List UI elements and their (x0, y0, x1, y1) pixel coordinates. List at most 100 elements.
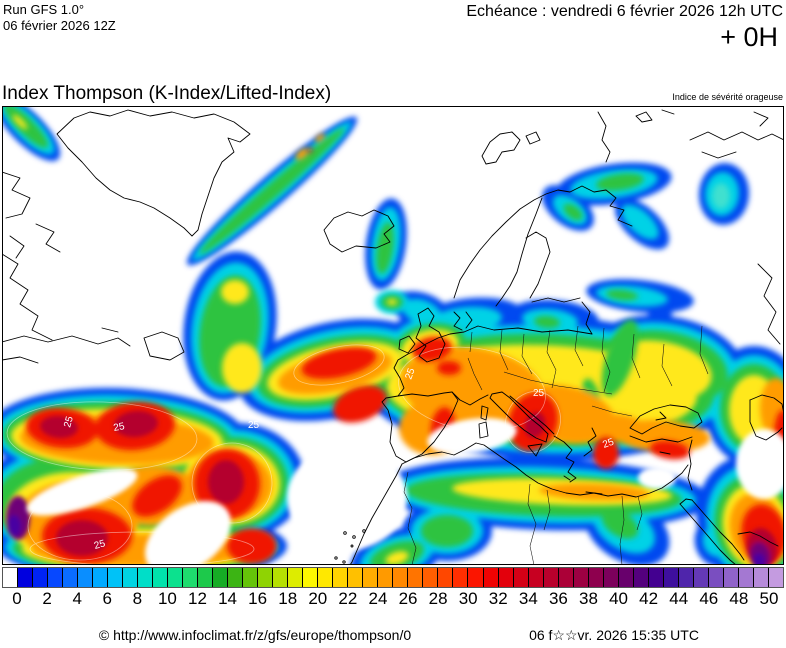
colorbar-cell (138, 568, 154, 587)
colorbar-cell (723, 568, 739, 587)
colorbar-tick-label: 12 (188, 589, 207, 608)
colorbar-cell (513, 568, 529, 587)
map-border (2, 106, 784, 565)
colorbar-cell (213, 568, 229, 587)
colorbar-cell (318, 568, 334, 587)
colorbar-cell (618, 568, 634, 587)
colorbar-tick-label: 14 (218, 589, 238, 608)
colorbar-tick-label: 46 (699, 589, 719, 608)
colorbar-tick-label: 22 (338, 589, 358, 608)
colorbar-cell (678, 568, 694, 587)
small-islands (334, 529, 366, 564)
contour-value-label: 25 (93, 538, 107, 552)
contour-value-label: 25 (248, 420, 260, 431)
colorbar-cell (753, 568, 769, 587)
run-model-label: Run GFS 1.0° (3, 2, 85, 17)
colorbar-tick-label: 16 (248, 589, 268, 608)
colorbar-cell (78, 568, 94, 587)
colorbar-cell (123, 568, 139, 587)
colorbar-cell (303, 568, 319, 587)
colorbar-tick-label: 28 (428, 589, 448, 608)
echeance-label: Echéance : vendredi 6 février 2026 12h U… (466, 3, 783, 20)
colorbar-tick-label: 32 (488, 589, 508, 608)
map-subtitle: Indice de sévérité orageuse (672, 92, 783, 102)
colorbar-cell (378, 568, 394, 587)
colorbar-cell (348, 568, 364, 587)
colorbar-cell (708, 568, 724, 587)
colorbar-cell (108, 568, 124, 587)
colorbar-cell (693, 568, 709, 587)
coastlines (2, 109, 784, 565)
run-date-label: 06 février 2026 12Z (3, 18, 116, 33)
generation-datetime-label: 06 f☆☆vr. 2026 15:35 UTC (529, 627, 699, 643)
colorbar-cell (18, 568, 34, 587)
colorbar-tick-label: 42 (639, 589, 659, 608)
colorbar-cell (453, 568, 469, 587)
colorbar-cell (48, 568, 64, 587)
colorbar-tick-label: 24 (368, 589, 388, 608)
colorbar-cell (393, 568, 409, 587)
colorbar-tick-label: 30 (458, 589, 478, 608)
colorbar-cell (93, 568, 109, 587)
colorbar-tick-label: 10 (157, 589, 177, 608)
colorbar-cell (423, 568, 439, 587)
contour-hint-lines (6, 344, 561, 565)
colorbar-cell (663, 568, 679, 587)
colorbar-cell (483, 568, 499, 587)
colorbar-cell (333, 568, 349, 587)
colorbar-tick-label: 40 (609, 589, 629, 608)
colorbar-cell (768, 568, 783, 587)
contour-value-label: 25 (113, 421, 126, 434)
colorbar-tick-label: 20 (308, 589, 328, 608)
colorbar-cell (168, 568, 184, 587)
colorbar-tick-label: 48 (729, 589, 749, 608)
colorbar-tick-label: 44 (669, 589, 689, 608)
colorbar-tick-label: 6 (102, 589, 112, 608)
colorbar-ticks: 0 2 4 6 8 10 12 14 16 18 20 22 24 26 28 30 32 34 36 38 40 42 4… (2, 589, 784, 611)
colorbar-cell (363, 568, 379, 587)
colorbar-cell (243, 568, 259, 587)
contour-value-label: 25 (403, 366, 417, 381)
color-field-darkred-purple (6, 410, 778, 565)
colorbar-tick-label: 0 (12, 589, 22, 608)
colorbar-tick-label: 34 (518, 589, 538, 608)
colorbar-cell (558, 568, 574, 587)
colorbar-cell (603, 568, 619, 587)
run-info: Run GFS 1.0° 06 février 2026 12Z (3, 2, 116, 34)
colorbar-tick-label: 26 (398, 589, 418, 608)
contour-value-label: 25 (601, 437, 616, 451)
colorbar-tick-label: 18 (278, 589, 298, 608)
colorbar-cell (228, 568, 244, 587)
colorbar-cell (543, 568, 559, 587)
colorbar-cell (528, 568, 544, 587)
contour-labels: 25 25 25 25 25 25 25 (62, 366, 616, 551)
colorbar (2, 567, 784, 588)
colorbar-tick-label: 4 (72, 589, 82, 608)
colorbar-tick-label: 2 (42, 589, 52, 608)
colorbar-cell (633, 568, 649, 587)
contour-value-label: 25 (62, 415, 76, 429)
colorbar-cell (3, 568, 19, 587)
colorbar-cell (468, 568, 484, 587)
colorbar-cell (738, 568, 754, 587)
colorbar-cell (573, 568, 589, 587)
forecast-step-label: + 0H (720, 22, 778, 52)
colorbar-cell (198, 568, 214, 587)
contour-value-label: 25 (533, 388, 545, 399)
colorbar-tick-label: 8 (132, 589, 143, 608)
colorbar-cell (183, 568, 199, 587)
page-title: Index Thompson (K-Index/Lifted-Index) (2, 83, 332, 104)
colorbar-cell (63, 568, 79, 587)
colorbar-cell (498, 568, 514, 587)
colorbar-tick-label: 36 (548, 589, 568, 608)
copyright-label: © http://www.infoclimat.fr/z/gfs/europe/… (98, 627, 412, 643)
colorbar-cell (588, 568, 604, 587)
colorbar-cell (438, 568, 454, 587)
country-borders (403, 325, 709, 565)
colorbar-cell (273, 568, 289, 587)
weather-map: 25 25 25 25 25 25 25 (2, 106, 784, 565)
colorbar-cell (288, 568, 304, 587)
colorbar-cell (153, 568, 169, 587)
colorbar-cell (258, 568, 274, 587)
colorbar-cell (648, 568, 664, 587)
